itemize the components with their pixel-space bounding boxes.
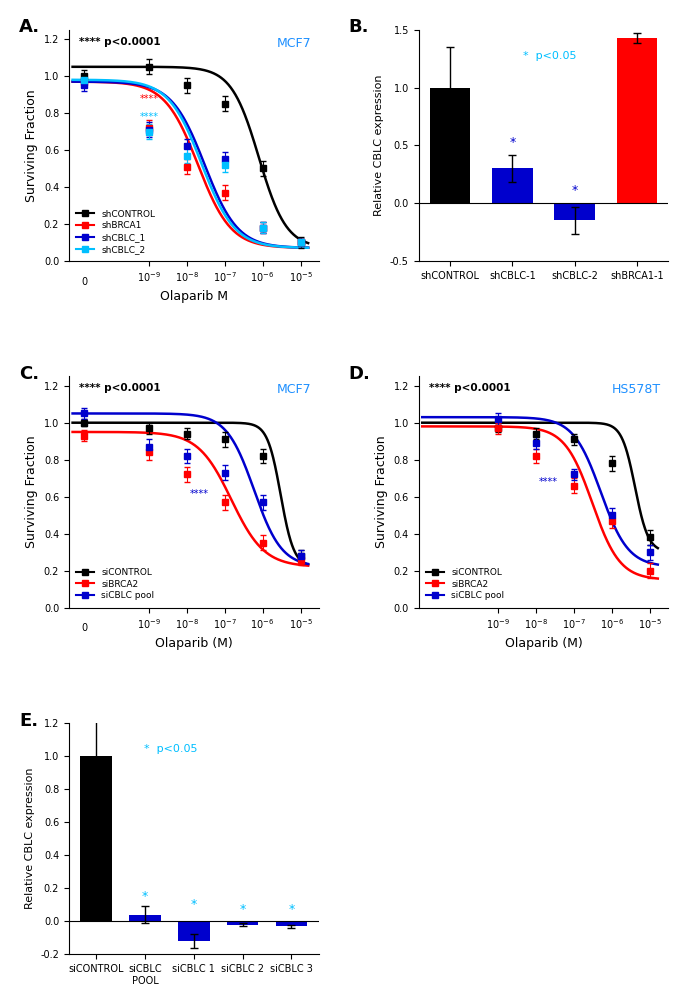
Bar [129,914,161,921]
Text: MCF7: MCF7 [276,37,311,50]
Text: A.: A. [19,18,40,36]
X-axis label: Olaparib M: Olaparib M [160,290,228,303]
Y-axis label: Surviving Fraction: Surviving Fraction [25,89,39,202]
Text: *  p<0.05: * p<0.05 [524,51,577,61]
X-axis label: Olaparib (M): Olaparib (M) [504,637,582,650]
Text: **** p<0.0001: **** p<0.0001 [79,384,161,394]
Text: D.: D. [349,365,371,383]
Text: HS578T: HS578T [612,384,661,397]
Bar [492,168,533,203]
Text: ****: **** [139,112,158,122]
Text: C.: C. [19,365,39,383]
Text: **** p<0.0001: **** p<0.0001 [79,37,161,47]
Bar [80,756,112,921]
Text: *  p<0.05: * p<0.05 [144,744,197,753]
Bar [555,203,595,221]
Text: *: * [288,904,295,916]
Legend: siCONTROL, siBRCA2, siCBLC pool: siCONTROL, siBRCA2, siCBLC pool [423,566,507,603]
Bar [276,921,307,926]
Text: B.: B. [349,18,369,36]
Text: ****: **** [189,489,208,499]
Y-axis label: Surviving Fraction: Surviving Fraction [375,435,388,549]
Text: *: * [142,890,148,904]
Text: **** p<0.0001: **** p<0.0001 [429,384,510,394]
Text: *: * [191,899,197,911]
Y-axis label: Surviving Fraction: Surviving Fraction [25,435,39,549]
Text: 0: 0 [81,276,87,286]
Legend: shCONTROL, shBRCA1, shCBLC_1, shCBLC_2: shCONTROL, shBRCA1, shCBLC_1, shCBLC_2 [74,207,158,256]
Bar [178,921,209,941]
Y-axis label: Relative CBLC expression: Relative CBLC expression [25,768,34,910]
Text: *: * [509,136,515,149]
Bar [430,87,471,203]
Bar [227,921,258,924]
Y-axis label: Relative CBLC expression: Relative CBLC expression [374,75,384,216]
X-axis label: Olaparib (M): Olaparib (M) [155,637,233,650]
Text: ****: **** [139,93,158,103]
Text: E.: E. [19,712,38,730]
Text: MCF7: MCF7 [276,384,311,397]
Legend: siCONTROL, siBRCA2, siCBLC pool: siCONTROL, siBRCA2, siCBLC pool [74,566,157,603]
Text: ****: **** [539,477,558,487]
Text: *: * [240,904,246,916]
Bar [617,38,657,203]
Text: *: * [571,184,577,198]
Text: 0: 0 [81,623,87,633]
